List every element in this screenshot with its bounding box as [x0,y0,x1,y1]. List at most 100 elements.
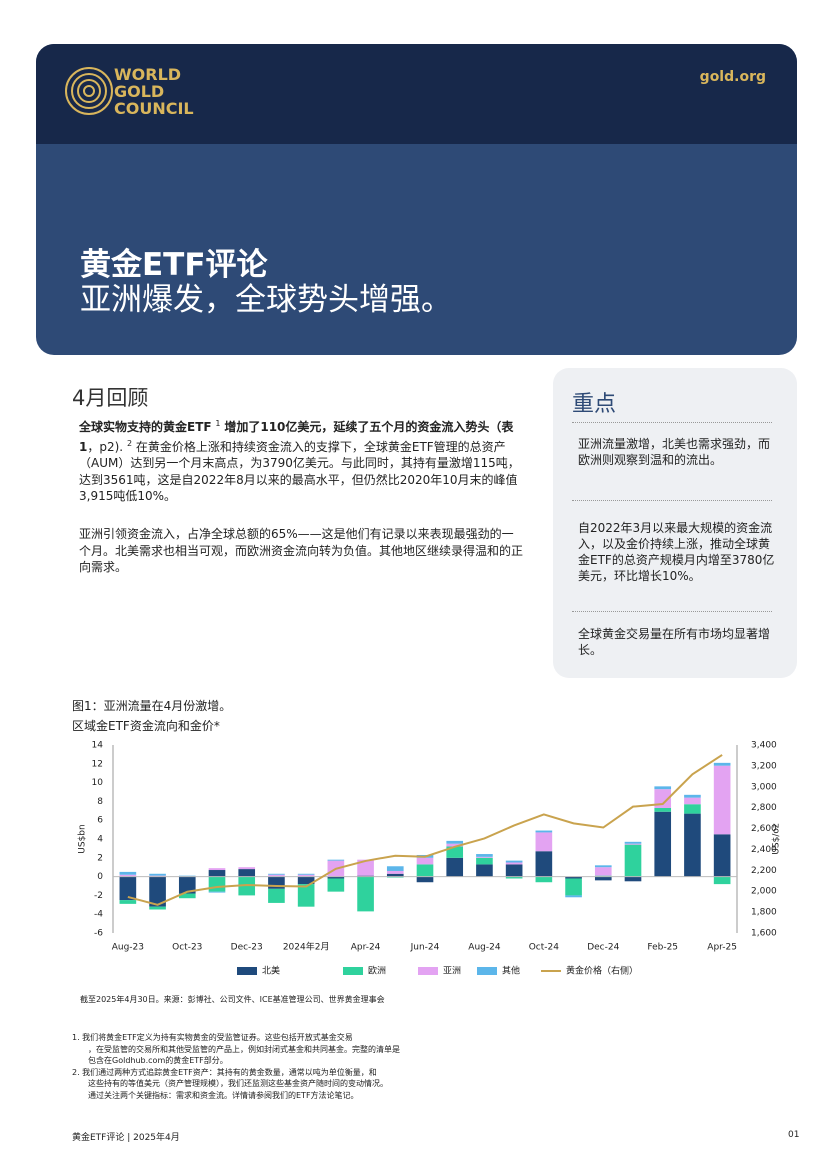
bar-segment [476,857,493,865]
bar-segment [297,876,315,885]
bar-segment [713,762,731,766]
footnote-line: 这些持有的等值美元（资产管理规模），我们还监测这些基金资产随时间的变动情况。 [88,1079,388,1088]
legend-label: 欧洲 [368,965,386,977]
bar-segment [238,869,256,877]
y2-tick-label: 2,200 [751,866,777,876]
y-tick-label: 2 [97,853,103,863]
legend-swatch [418,967,438,975]
site-link[interactable]: gold.org [699,69,766,85]
y-tick-label: 0 [97,872,103,882]
bar-segment [178,876,196,894]
y2-tick-label: 1,800 [751,908,777,918]
bar-segment [178,893,196,899]
bar-segment [684,804,701,814]
bar-segment [624,876,642,882]
bar-segment [535,876,553,883]
sidebar [553,368,797,678]
bar-segment [713,834,731,877]
highlight: 亚洲流量激增，北美也需求强劲，而欧洲则观察到温和的流出。 [578,437,771,467]
bar-segment [297,874,315,877]
footnote-line: 1. 我们将黄金ETF定义为持有实物黄金的受监管证券。这些包括开放式基金交易 [72,1033,353,1042]
bar-segment [476,856,493,858]
footer-left: 黄金ETF评论 | 2025年4月 [72,1133,180,1143]
bar-segment [446,857,464,877]
bar-segment [416,857,434,865]
separator [572,500,772,501]
x-tick-label: Feb-25 [647,943,678,953]
y-tick-label: 6 [97,816,103,826]
footnote-line: 2. 我们通过两种方式追踪黄金ETF资产：其持有的黄金数量，通常以吨为单位衡量，… [72,1067,377,1077]
logo-text: GOLD [114,82,165,101]
chart-title: 区域金ETF资金流向和金价* [72,719,220,733]
x-tick-label: Aug-23 [112,943,144,953]
x-tick-label: Apr-24 [351,943,381,953]
bar-segment [208,870,226,877]
bar-segment [684,813,701,877]
bar-segment [535,832,553,852]
bar-segment [357,876,374,912]
highlight: 全球黄金交易量在所有市场均显著增长。 [578,627,771,657]
legend-label: 北美 [262,965,280,977]
bar-segment [119,874,137,877]
bar-segment [535,851,553,877]
legend-label: 其他 [502,965,520,977]
bar-segment [268,874,285,877]
bar-segment [505,860,523,863]
x-tick-label: Jun-24 [410,943,440,953]
doc-subtitle: 亚洲爆发，全球势头增强。 [80,282,452,318]
legend-swatch [237,967,257,975]
footnote-ref: 2 [126,438,133,448]
bar-segment [208,876,226,892]
source-note: 截至2025年4月30日。来源：彭博社、公司文件、ICE基准管理公司、世界黄金理… [80,995,385,1004]
body-text: 在黄金价格上涨和持续资金流入的支撑下，全球黄金ETF管理的总资产（AUM）达到另… [79,439,520,504]
bar-segment [505,862,523,865]
page-number: 01 [788,1130,800,1140]
bar-segment [238,876,256,896]
bar-segment [357,859,374,876]
lead: 全球实物支持的黄金ETF [79,420,212,434]
ref: ，p2). [87,439,124,454]
sidebar-heading: 重点 [572,392,617,417]
bar-segment [386,873,404,877]
bar-segment [268,888,285,903]
footnotes: 1. 我们将黄金ETF定义为持有实物黄金的受监管证券。这些包括开放式基金交易 ，在… [72,1032,492,1101]
bar-segment [119,871,137,875]
y-tick-label: -4 [94,910,103,920]
bar-segment [624,841,642,844]
bar-segment [565,878,582,896]
bar-segment [594,865,612,868]
bar-segment [119,876,137,901]
bar-segment [713,765,731,835]
bar-segment [684,794,701,798]
bar-segment [119,900,137,904]
bar-segment [654,786,672,790]
bar-segment [238,867,256,870]
bar-segment [624,844,642,877]
legend-swatch [343,967,363,975]
y2-tick-label: 2,000 [751,887,777,897]
figure-caption: 图1：亚洲流量在4月份激增。 [72,699,232,713]
x-tick-label: Apr-25 [707,943,737,953]
y-tick-label: 12 [92,759,103,769]
y2-tick-label: 3,000 [751,782,777,792]
bar-segment [535,830,553,833]
highlight: 自2022年3月以来最大规模的资金流入，以及金价持续上涨，推动全球黄金ETF的总… [578,521,775,583]
bar-segment [327,878,345,892]
y2-tick-label: 1,600 [751,929,777,939]
bar-segment [654,789,672,808]
bar-segment [149,906,166,910]
x-tick-label: 2024年2月 [283,941,330,953]
bar-segment [713,876,731,885]
paragraph: 亚洲引领资金流入，占净全球总额的65%——这是他们有记录以来表现最强劲的一个月。… [79,527,524,574]
bar-segment [208,891,226,893]
y-tick-label: 14 [92,741,104,751]
bar-segment [594,867,612,876]
logo-text: COUNCIL [114,99,194,118]
price-line [127,754,723,906]
bar-segment [386,866,404,871]
y-tick-label: 10 [92,778,104,788]
y2-tick-label: 2,800 [751,803,777,813]
header-top [36,44,797,144]
bar-segment [416,864,434,877]
y2-tick-label: 2,400 [751,845,777,855]
